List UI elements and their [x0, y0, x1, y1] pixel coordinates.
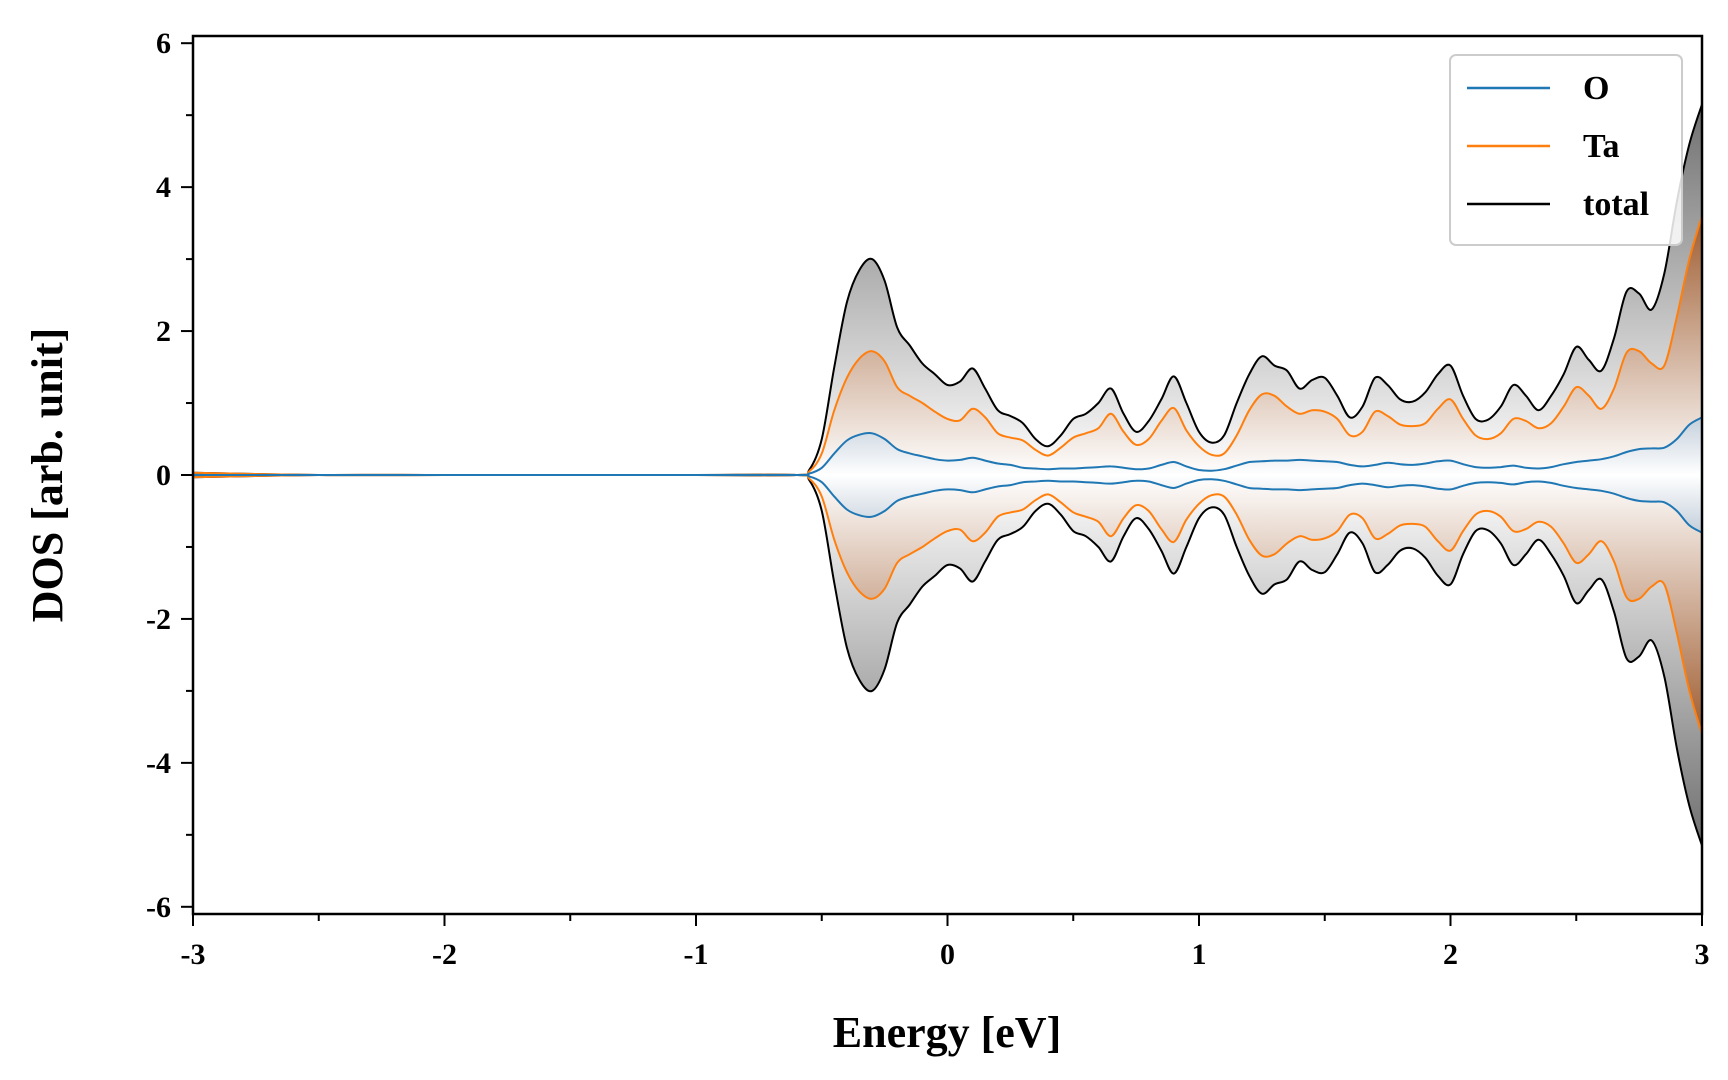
- y-axis-title: DOS [arb. unit]: [23, 328, 72, 623]
- series-line-o-down: [193, 473, 1702, 534]
- x-tick-label: 2: [1443, 938, 1458, 971]
- legend-label-o: O: [1583, 70, 1609, 107]
- legend-label-total: total: [1583, 186, 1649, 223]
- series-line-total-up: [193, 104, 1702, 477]
- x-tick-label: 3: [1695, 938, 1710, 971]
- y-axis-ticks: -6 -4 -2 0 2 4 6: [146, 27, 193, 924]
- series-line-total-down: [193, 473, 1702, 846]
- legend-label-ta: Ta: [1583, 128, 1620, 165]
- fill-area-o: [193, 417, 1702, 533]
- x-tick-label: 1: [1192, 938, 1207, 971]
- x-tick-label: -3: [181, 938, 206, 971]
- dos-series-lines: [193, 104, 1702, 846]
- x-axis-title: Energy [eV]: [833, 1008, 1062, 1057]
- y-tick-label: 0: [156, 459, 171, 492]
- x-axis-ticks: -3 -2 -1 0 1 2 3: [181, 914, 1710, 971]
- y-tick-label: -6: [146, 891, 171, 924]
- dos-fill-areas: [193, 104, 1702, 846]
- series-line-ta-down: [193, 473, 1702, 735]
- x-tick-label: -2: [432, 938, 457, 971]
- series-line-ta-up: [193, 215, 1702, 477]
- y-tick-label: 4: [156, 171, 171, 204]
- x-tick-label: 0: [940, 938, 955, 971]
- legend: O Ta total: [1449, 54, 1683, 246]
- x-tick-label: -1: [684, 938, 709, 971]
- y-tick-label: 6: [156, 27, 171, 60]
- y-tick-label: 2: [156, 315, 171, 348]
- y-tick-label: -2: [146, 603, 171, 636]
- legend-box: [1449, 54, 1683, 246]
- series-line-o-up: [193, 416, 1702, 477]
- y-tick-label: -4: [146, 747, 171, 780]
